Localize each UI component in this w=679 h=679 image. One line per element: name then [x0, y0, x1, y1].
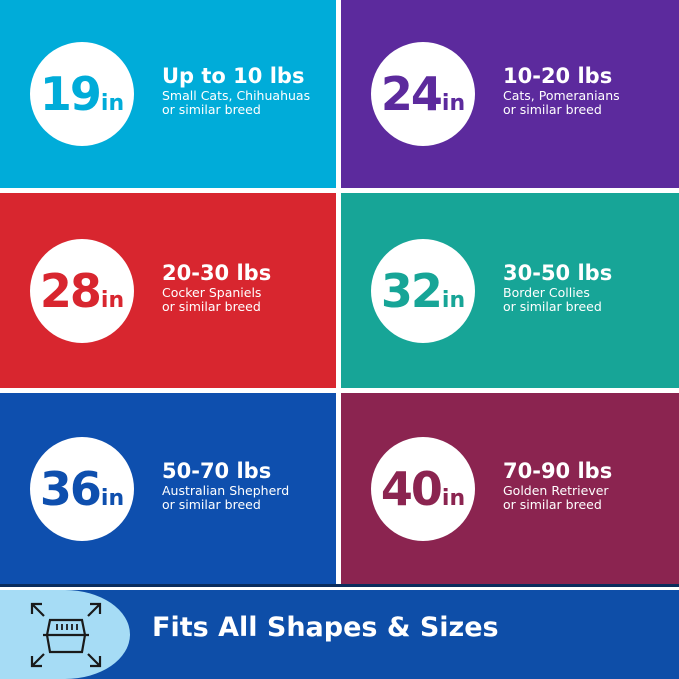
footer-banner: Fits All Shapes & Sizes: [0, 590, 679, 679]
size-unit: in: [100, 91, 125, 116]
weight-range: 10-20 lbs: [503, 64, 613, 88]
size-unit: in: [441, 91, 466, 116]
breed-examples: Golden Retriever: [503, 482, 609, 498]
size-badge: 36 in: [30, 436, 134, 541]
breed-note: or similar breed: [162, 496, 261, 512]
size-tile-40: 40 in 70-90 lbs Golden Retriever or simi…: [341, 393, 679, 584]
size-badge: 28 in: [30, 238, 134, 343]
size-tile-24: 24 in 10-20 lbs Cats, Pomeranians or sim…: [341, 0, 679, 188]
breed-note: or similar breed: [503, 102, 602, 117]
divider: [0, 584, 679, 587]
size-unit: in: [100, 287, 125, 313]
size-tile-28: 28 in 20-30 lbs Cocker Spaniels or simil…: [0, 193, 336, 388]
weight-range: 70-90 lbs: [503, 458, 613, 483]
size-badge: 24 in: [371, 42, 475, 146]
weight-range: Up to 10 lbs: [162, 64, 305, 88]
size-info: 10-20 lbs Cats, Pomeranians or similar b…: [503, 63, 620, 117]
breed-examples: Small Cats, Chihuahuas: [162, 88, 311, 103]
size-number: 32: [380, 263, 443, 318]
breed-examples: Border Collies: [503, 284, 590, 300]
size-tile-19: 19 in Up to 10 lbs Small Cats, Chihuahua…: [0, 0, 336, 188]
tagline: Fits All Shapes & Sizes: [152, 612, 499, 643]
size-number: 36: [39, 461, 102, 516]
weight-range: 20-30 lbs: [162, 260, 272, 285]
size-info: 70-90 lbs Golden Retriever or similar br…: [503, 458, 612, 512]
breed-note: or similar breed: [503, 298, 602, 314]
size-number: 28: [39, 263, 102, 318]
size-number: 40: [380, 461, 443, 516]
breed-examples: Cocker Spaniels: [162, 284, 262, 300]
size-badge: 40 in: [371, 436, 475, 541]
size-badge: 19 in: [30, 42, 134, 146]
size-number: 24: [380, 67, 443, 121]
size-info: 30-50 lbs Border Collies or similar bree…: [503, 260, 612, 314]
size-unit: in: [100, 485, 125, 511]
size-number: 19: [39, 67, 102, 121]
size-info: Up to 10 lbs Small Cats, Chihuahuas or s…: [162, 63, 310, 117]
size-info: 50-70 lbs Australian Shepherd or similar…: [162, 458, 289, 512]
breed-examples: Cats, Pomeranians: [503, 88, 620, 103]
weight-range: 50-70 lbs: [162, 458, 272, 483]
crate-expand-icon: [30, 602, 102, 668]
size-unit: in: [441, 287, 466, 313]
weight-range: 30-50 lbs: [503, 260, 613, 285]
breed-examples: Australian Shepherd: [162, 482, 290, 498]
size-tile-32: 32 in 30-50 lbs Border Collies or simila…: [341, 193, 679, 388]
breed-note: or similar breed: [503, 496, 602, 512]
breed-note: or similar breed: [162, 298, 261, 314]
size-unit: in: [441, 485, 466, 511]
size-tile-36: 36 in 50-70 lbs Australian Shepherd or s…: [0, 393, 336, 584]
breed-note: or similar breed: [162, 102, 261, 117]
size-badge: 32 in: [371, 238, 475, 343]
size-info: 20-30 lbs Cocker Spaniels or similar bre…: [162, 260, 271, 314]
